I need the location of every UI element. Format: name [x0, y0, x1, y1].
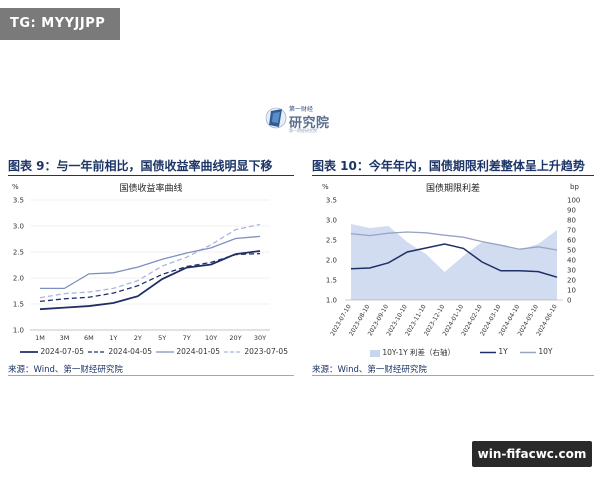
- right-figure-title: 图表 10：今年年内，国债期限利差整体呈上升趋势: [312, 159, 585, 173]
- right-y2-unit: bp: [570, 183, 579, 191]
- series-line-10Y: [350, 231, 558, 251]
- legend-label: 10Y: [536, 347, 553, 356]
- right-y2-tick: 30: [567, 267, 576, 275]
- left-legend-item: 2024-04-05: [88, 347, 152, 356]
- left-y-tick: 1.5: [13, 301, 24, 309]
- right-y2-tick: 60: [567, 237, 576, 245]
- right-y-tick: 3.5: [326, 197, 337, 205]
- legend-swatch: [224, 351, 242, 353]
- left-x-tick: 20Y: [229, 334, 241, 342]
- right-legend-item: 1Y: [480, 347, 508, 356]
- left-x-tick: 10Y: [205, 334, 217, 342]
- left-legend-item: 2024-01-05: [156, 347, 220, 356]
- left-y-tick: 3.5: [13, 197, 24, 205]
- legend-swatch: [520, 351, 536, 353]
- left-x-tick: 30Y: [254, 334, 266, 342]
- yield-curve-chart: % 1.0 1.5 2.0 2.5 3.0 3.5 1M 3M 6M 1Y 2Y 5Y 7Y 10Y 20Y 3…: [12, 183, 270, 342]
- legend-swatch: [480, 351, 496, 353]
- right-y-tick: 2.0: [326, 257, 337, 265]
- series-line-1Y: [350, 243, 558, 278]
- left-x-tick: 5Y: [158, 334, 166, 342]
- series-line-2024-01-05: [40, 235, 261, 290]
- right-y-tick: 3.0: [326, 217, 337, 225]
- logo-subtitle: 第一财经研究院: [289, 128, 317, 133]
- series-line-2024-07-05: [39, 250, 261, 311]
- right-y-tick: 1.0: [326, 297, 337, 305]
- left-x-tick: 7Y: [183, 334, 191, 342]
- right-y2-tick: 20: [567, 277, 576, 285]
- left-x-tick: 6M: [84, 334, 94, 342]
- right-y2-tick: 0: [567, 297, 571, 305]
- legend-swatch: [20, 351, 38, 353]
- right-source: 来源：Wind、第一财经研究院: [312, 365, 427, 375]
- right-y2-tick: 100: [567, 197, 580, 205]
- left-y-unit: %: [12, 183, 19, 191]
- logo: 第一财经 研究院 第一财经研究院: [265, 103, 345, 135]
- legend-swatch: [370, 349, 380, 357]
- left-x-tick: 1M: [35, 334, 45, 342]
- right-y2-tick: 40: [567, 257, 576, 265]
- right-legend-item: 10Y-1Y 利差（右轴）: [370, 347, 455, 358]
- left-source: 来源：Wind、第一财经研究院: [8, 365, 123, 375]
- right-legend-item: 10Y: [520, 347, 553, 356]
- legend-label: 2023-07-05: [242, 347, 288, 356]
- right-y2-tick: 10: [567, 287, 576, 295]
- right-title-rule: [312, 175, 594, 176]
- left-chart-title: 国债收益率曲线: [119, 184, 183, 194]
- left-x-tick: 2Y: [134, 334, 142, 342]
- series-line-2024-04-05: [39, 252, 261, 303]
- left-y-tick: 3.0: [13, 223, 24, 231]
- left-y-tick: 1.0: [13, 327, 24, 335]
- legend-label: 1Y: [496, 347, 508, 356]
- left-title-rule: [8, 175, 294, 176]
- right-y-tick: 2.5: [326, 237, 337, 245]
- left-legend-item: 2023-07-05: [224, 347, 288, 356]
- left-y-tick: 2.0: [13, 275, 24, 283]
- right-y2-tick: 80: [567, 217, 576, 225]
- legend-label: 2024-04-05: [106, 347, 152, 356]
- logo-icon: [265, 107, 287, 129]
- left-figure-title: 图表 9：与一年前相比，国债收益率曲线明显下移: [8, 159, 273, 173]
- right-y2-tick: 50: [567, 247, 576, 255]
- right-y2-tick: 90: [567, 207, 576, 215]
- left-x-tick: 1Y: [109, 334, 117, 342]
- spread-area: [351, 224, 557, 300]
- legend-label: 2024-07-05: [38, 347, 84, 356]
- left-legend: 2024-07-05 2024-04-05 2024-01-05 2023-07…: [20, 347, 290, 359]
- channel-badge: TG: MYYJJPP: [0, 8, 120, 40]
- right-y-tick: 1.5: [326, 277, 337, 285]
- site-watermark: win-fifacwc.com: [472, 441, 592, 467]
- legend-label: 10Y-1Y 利差（右轴）: [380, 348, 456, 357]
- left-x-tick: 3M: [60, 334, 70, 342]
- right-y2-tick: 70: [567, 227, 576, 235]
- right-footer-rule: [312, 375, 594, 376]
- right-legend: 10Y-1Y 利差（右轴） 1Y 10Y: [370, 347, 590, 359]
- legend-label: 2024-01-05: [174, 347, 220, 356]
- legend-swatch: [88, 351, 106, 353]
- term-spread-chart: % bp 1.0 1.5 2.0 2.5 3.0 3.5 0 10 20 30 40 50 60 70 80 90…: [322, 183, 580, 337]
- legend-swatch: [156, 351, 174, 353]
- left-y-tick: 2.5: [13, 249, 24, 257]
- series-line-2023-07-05: [39, 223, 261, 299]
- logo-brand: 第一财经: [289, 106, 314, 113]
- right-chart-title: 国债期限利差: [425, 184, 480, 194]
- left-footer-rule: [8, 375, 294, 376]
- right-y-unit: %: [322, 183, 329, 191]
- left-legend-item: 2024-07-05: [20, 347, 84, 356]
- logo-name: 研究院: [289, 116, 330, 131]
